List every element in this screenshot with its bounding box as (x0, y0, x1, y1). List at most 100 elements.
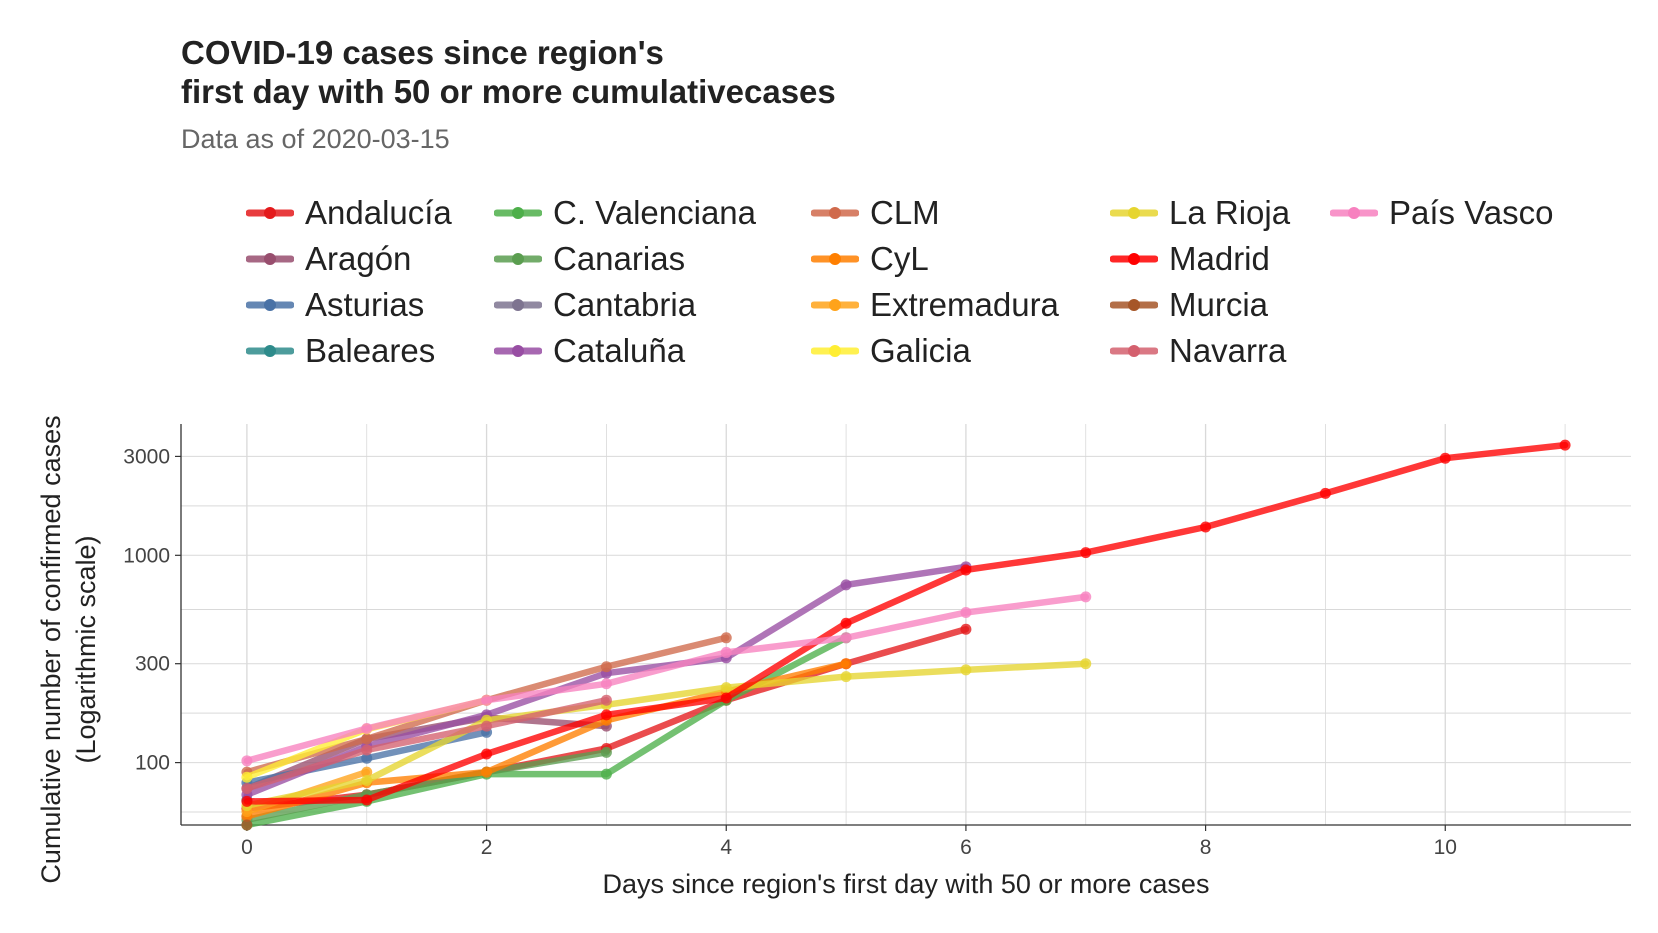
chart-title-line2: first day with 50 or more cumulativecase… (181, 73, 836, 110)
series-madrid (241, 439, 1571, 807)
data-point (600, 661, 612, 673)
data-point (840, 632, 852, 644)
x-tick-label: 2 (481, 836, 493, 859)
legend-key (246, 345, 294, 357)
legend-label: Aragón (305, 240, 412, 277)
data-point (1080, 547, 1092, 559)
legend-key (1110, 253, 1158, 265)
data-point (241, 782, 253, 794)
legend-label: Asturias (305, 286, 425, 323)
legend-label: Canarias (553, 240, 686, 277)
data-point (720, 646, 732, 658)
data-point (1080, 658, 1092, 670)
legend-key (811, 253, 859, 265)
legend-key (246, 299, 294, 311)
legend-key (811, 207, 859, 219)
legend-key (246, 207, 294, 219)
data-point (361, 752, 373, 764)
legend-key (811, 345, 859, 357)
x-tick-label: 8 (1200, 836, 1212, 859)
data-point (1200, 521, 1212, 533)
series-lines (241, 439, 1571, 831)
data-point (1559, 439, 1571, 451)
data-point (600, 746, 612, 758)
data-point (241, 755, 253, 767)
legend-key (811, 299, 859, 311)
data-point (840, 671, 852, 683)
legend-key (1110, 345, 1158, 357)
data-point (481, 748, 493, 760)
legend-key (494, 207, 542, 219)
axes (175, 424, 1631, 831)
data-point (481, 766, 493, 778)
tick-labels: 0 2 4 6 8 10 100 300 1000 3000 (123, 445, 1457, 859)
y-axis-title: Cumulative number of confirmed cases (36, 415, 66, 883)
x-axis-title: Days since region's first day with 50 or… (603, 869, 1210, 899)
legend-label: C. Valenciana (553, 194, 757, 231)
data-point (481, 694, 493, 706)
chart-title: COVID-19 cases since region's (181, 34, 664, 71)
legend-label: Murcia (1169, 286, 1269, 323)
data-point (241, 795, 253, 807)
y-axis-title-line2: (Logarithmic scale) (71, 535, 101, 763)
data-point (600, 709, 612, 721)
data-point (840, 579, 852, 591)
data-point (361, 744, 373, 756)
series-país-vasco (241, 591, 1092, 767)
legend-key (494, 253, 542, 265)
legend-label: País Vasco (1389, 194, 1554, 231)
data-point (241, 771, 253, 783)
x-tick-label: 10 (1434, 836, 1457, 859)
legend-label: Madrid (1169, 240, 1270, 277)
y-tick-label: 300 (135, 653, 170, 676)
series-line (243, 441, 1569, 805)
data-point (840, 617, 852, 629)
legend-label: CLM (870, 194, 940, 231)
data-point (361, 733, 373, 745)
data-point (1439, 452, 1451, 464)
legend-key (246, 253, 294, 265)
chart-legend: Andalucía Aragón Asturias Baleares C. Valenc… (0, 0, 1658, 380)
data-point (361, 723, 373, 735)
data-point (960, 664, 972, 676)
legend-label: Cantabria (553, 286, 697, 323)
legend-key (494, 345, 542, 357)
legend-key (494, 299, 542, 311)
data-point (600, 678, 612, 690)
data-point (361, 794, 373, 806)
legend-label: Andalucía (305, 194, 452, 231)
series-murcia (241, 819, 253, 831)
series-line (243, 593, 1090, 765)
legend-label: Galicia (870, 332, 971, 369)
chart-subtitle: Data as of 2020-03-15 (181, 124, 450, 154)
data-point (481, 720, 493, 732)
legend-key (1110, 207, 1158, 219)
data-point (960, 623, 972, 635)
data-point (1319, 487, 1331, 499)
y-tick-label: 100 (135, 752, 170, 775)
data-point (361, 766, 373, 778)
x-tick-label: 6 (960, 836, 972, 859)
series-line (243, 696, 610, 792)
legend-key (1330, 207, 1378, 219)
legend-label: Extremadura (870, 286, 1059, 323)
data-point (241, 819, 253, 831)
legend-label: Navarra (1169, 332, 1287, 369)
data-point (361, 774, 373, 786)
legend-label: La Rioja (1169, 194, 1291, 231)
data-point (720, 632, 732, 644)
series-navarra (241, 694, 612, 794)
data-point (1080, 591, 1092, 603)
data-point (720, 682, 732, 694)
data-point (600, 694, 612, 706)
series-line (243, 749, 610, 824)
legend-key (1110, 299, 1158, 311)
y-tick-label: 1000 (123, 544, 170, 567)
legend-label: Baleares (305, 332, 436, 369)
x-tick-label: 4 (720, 836, 732, 859)
data-point (960, 606, 972, 618)
legend-label: CyL (870, 240, 929, 277)
data-point (720, 692, 732, 704)
series-line (243, 660, 1090, 809)
